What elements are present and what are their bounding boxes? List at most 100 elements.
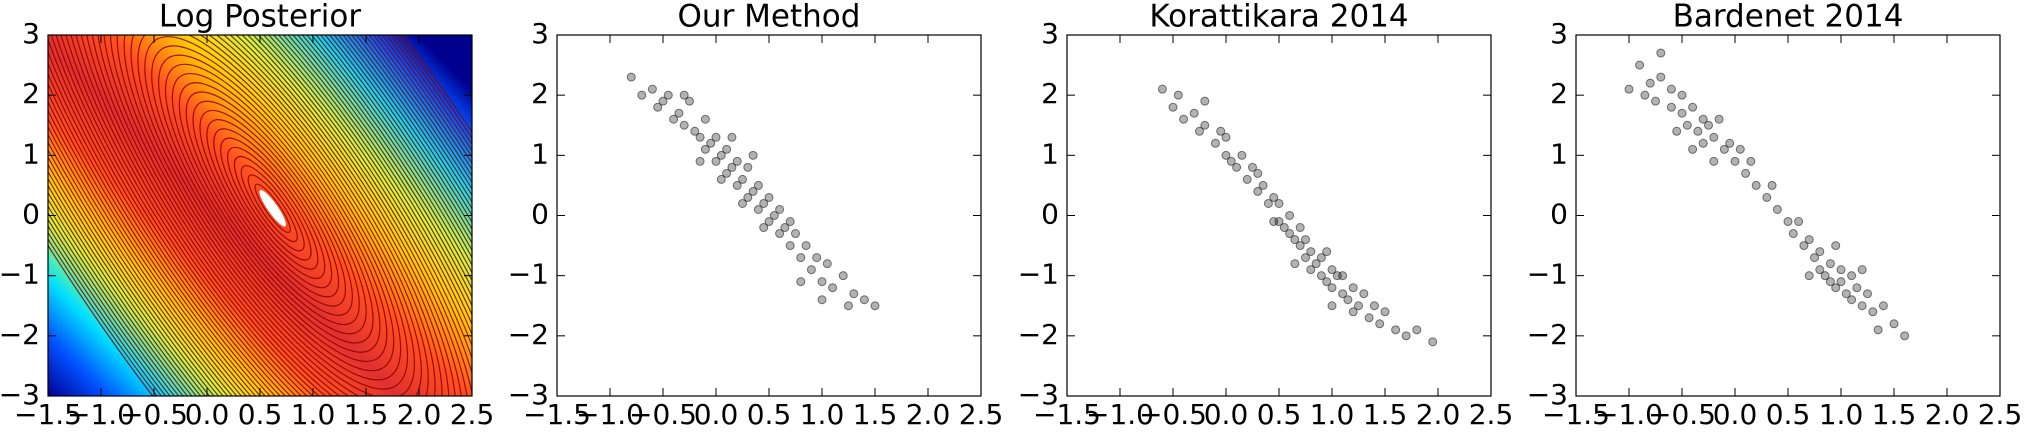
contour-line: [233, 155, 312, 261]
point: [743, 192, 753, 202]
point: [1804, 235, 1814, 245]
point: [1836, 277, 1846, 287]
point: [1682, 120, 1692, 130]
point: [844, 301, 853, 311]
point: [1677, 108, 1687, 118]
contour-line: [48, 35, 472, 396]
point: [1688, 144, 1698, 154]
chart-title: Korattikara 2014: [1149, 0, 1408, 35]
point: [626, 72, 636, 82]
point: [1306, 265, 1316, 275]
y-tick-label: 1: [531, 137, 549, 170]
contour-line: [240, 165, 305, 252]
point: [1847, 295, 1857, 305]
y-tick-label: −2: [1018, 318, 1059, 351]
point: [1216, 126, 1226, 136]
point: [796, 277, 806, 287]
point: [1285, 229, 1295, 239]
contour-line: [247, 174, 298, 243]
point: [1693, 126, 1703, 136]
point: [1285, 211, 1295, 220]
contour-line: [48, 35, 472, 396]
point: [743, 162, 753, 172]
y-tick-label: 3: [1041, 17, 1059, 50]
contour-plot: [48, 35, 472, 396]
point: [1656, 72, 1666, 82]
x-tick-label: 2.5: [450, 398, 495, 431]
point: [1772, 204, 1782, 214]
contour-line: [48, 35, 472, 396]
point: [1316, 253, 1326, 263]
plot-frame: [1575, 34, 2001, 397]
point: [1815, 247, 1825, 257]
point: [1380, 307, 1390, 317]
x-tick-label: 2.5: [1469, 398, 1514, 431]
point: [748, 150, 758, 160]
y-tick-label: −1: [0, 258, 40, 291]
point: [1327, 265, 1337, 275]
point: [1698, 114, 1708, 124]
point: [1889, 319, 1899, 329]
point: [1210, 138, 1220, 148]
y-tick-label: −3: [1018, 378, 1059, 411]
y-tick-label: 2: [22, 77, 40, 110]
contour-line: [48, 35, 472, 396]
point: [1825, 277, 1835, 287]
point: [716, 150, 726, 160]
point: [1825, 259, 1835, 269]
x-tick-label: −1.0: [1086, 398, 1154, 431]
point: [1878, 301, 1888, 311]
point: [1704, 120, 1713, 130]
point: [1301, 235, 1310, 245]
point: [801, 241, 811, 251]
point: [1741, 168, 1751, 178]
point: [1242, 174, 1252, 184]
chart-title: Log Posterior: [159, 0, 361, 35]
point: [1635, 60, 1645, 70]
point: [1269, 192, 1279, 202]
x-tick-label: 2.0: [397, 398, 442, 431]
point: [1248, 162, 1257, 172]
point: [637, 90, 647, 100]
plot-frame: [556, 34, 982, 397]
contour-line: [137, 35, 409, 390]
y-tick-label: 2: [531, 77, 549, 110]
point: [1852, 283, 1862, 293]
x-tick-label: 2.0: [906, 398, 951, 431]
contour-line: [61, 35, 472, 396]
x-tick-label: 0.0: [1204, 398, 1249, 431]
point: [1815, 265, 1825, 275]
point: [727, 132, 737, 142]
y-tick-label: 1: [22, 137, 40, 170]
point: [1168, 102, 1178, 112]
point: [780, 223, 790, 233]
point: [1751, 180, 1761, 190]
point: [1412, 325, 1422, 335]
x-tick-label: 0.0: [694, 398, 739, 431]
point: [806, 265, 816, 275]
point: [722, 144, 732, 154]
point: [738, 174, 747, 184]
point: [1730, 156, 1740, 166]
contour-line: [178, 82, 367, 335]
point: [1179, 114, 1189, 124]
x-tick-label: 1.0: [800, 398, 845, 431]
point: [1645, 78, 1655, 88]
x-tick-label: −1.0: [67, 398, 135, 431]
point: [1322, 247, 1332, 257]
point: [1200, 96, 1210, 106]
point: [1338, 271, 1348, 281]
y-tick-label: 2: [1550, 77, 1568, 110]
x-tick-label: −1.5: [1033, 398, 1101, 431]
point: [1274, 198, 1284, 208]
contour-line: [220, 137, 326, 280]
x-tick-label: 1.0: [291, 398, 336, 431]
contour-line: [48, 35, 472, 396]
contour-line: [48, 35, 472, 396]
x-tick-label: 1.0: [1819, 398, 1864, 431]
contour-line: [206, 119, 340, 298]
contour-line: [185, 91, 360, 326]
plot-frame: [1066, 34, 1492, 397]
x-tick-label: −1.0: [576, 398, 644, 431]
point: [785, 217, 795, 227]
